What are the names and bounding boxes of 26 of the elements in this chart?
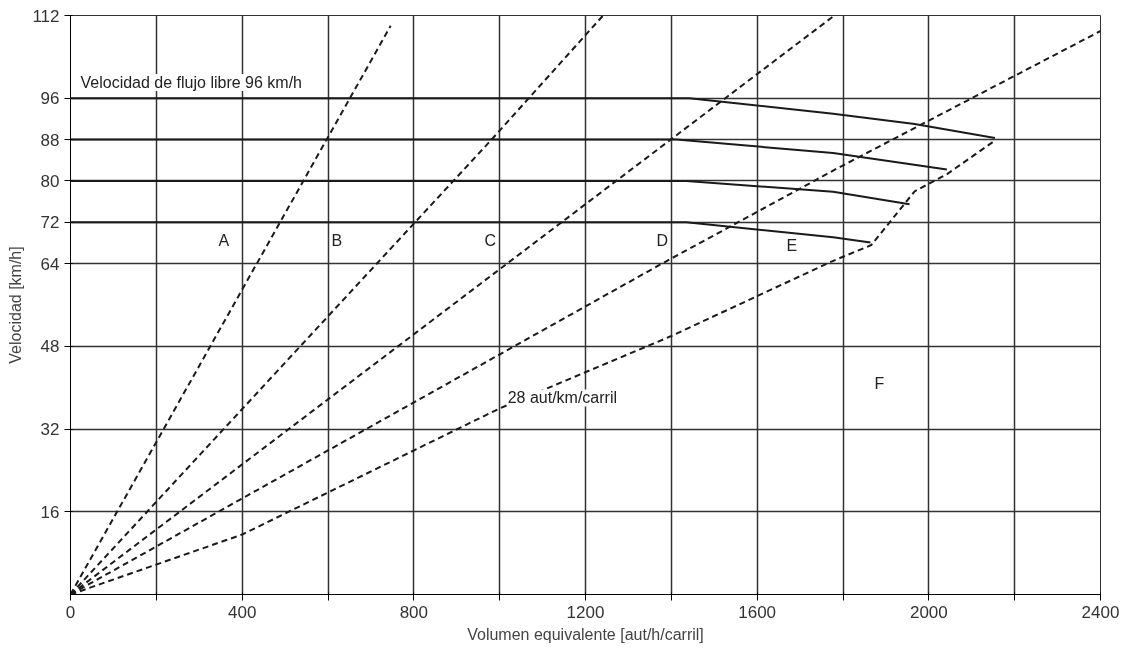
y-tick-label: 32: [40, 420, 60, 440]
x-tick-label: 0: [65, 602, 76, 622]
annotation: D: [656, 232, 669, 249]
y-tick-label: 96: [40, 89, 60, 109]
annotation: A: [218, 232, 230, 249]
x-axis-title: Volumen equivalente [aut/h/carril]: [467, 625, 704, 643]
y-tick-label: 72: [40, 213, 60, 233]
x-tick-label: 400: [227, 602, 257, 622]
y-tick-label: 64: [40, 254, 60, 274]
y-tick-label: 80: [40, 171, 60, 191]
x-tick-label: 1600: [738, 602, 777, 622]
annotation: B: [331, 232, 343, 249]
annotation: E: [786, 237, 798, 254]
annotation: C: [484, 232, 497, 249]
y-tick-label: 88: [40, 130, 60, 150]
x-tick-label: 2000: [909, 602, 948, 622]
x-tick-label: 2400: [1081, 602, 1120, 622]
y-tick-label: 48: [40, 337, 60, 357]
annotation: 28 aut/km/carril: [507, 389, 618, 407]
y-axis-title: Velocidad [km/h]: [7, 246, 25, 364]
y-tick-label: 112: [32, 6, 60, 26]
x-tick-label: 1200: [566, 602, 605, 622]
annotation: Velocidad de flujo libre 96 km/h: [80, 74, 302, 91]
y-tick-label: 16: [40, 502, 60, 522]
annotation: F: [874, 375, 885, 392]
x-tick-label: 800: [399, 602, 429, 622]
